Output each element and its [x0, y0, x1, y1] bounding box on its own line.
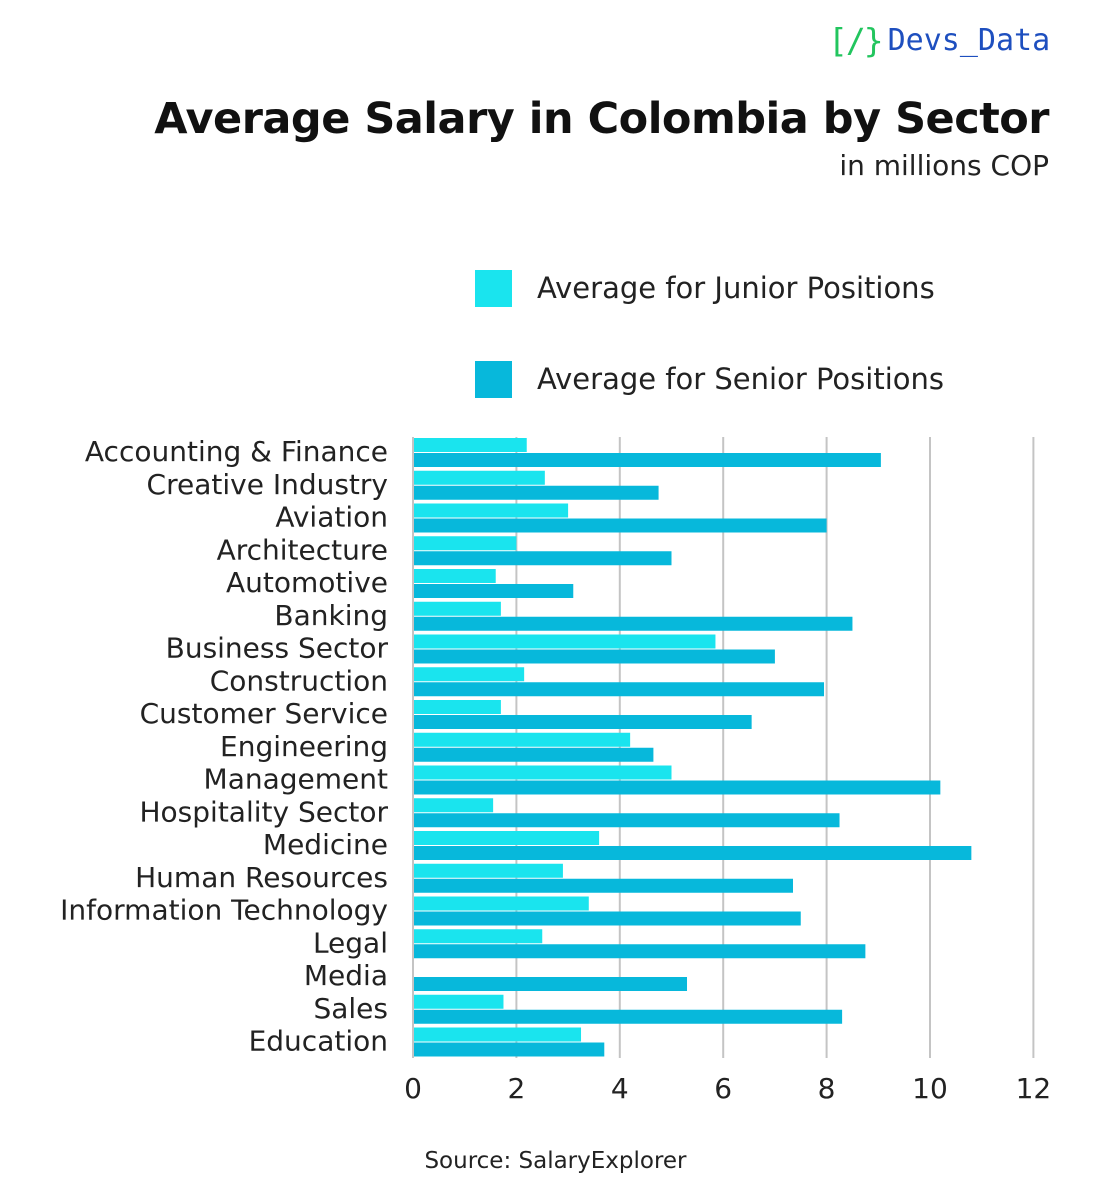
x-tick-label: 4: [611, 1072, 629, 1105]
category-label: Information Technology: [60, 894, 388, 927]
category-label: Banking: [274, 599, 388, 632]
category-label: Management: [204, 763, 388, 796]
category-label: Human Resources: [135, 861, 388, 894]
bar-junior-4: [413, 569, 496, 583]
legend-label-junior: Average for Junior Positions: [537, 271, 935, 305]
bar-junior-11: [413, 798, 494, 813]
category-label: Creative Industry: [147, 468, 388, 501]
bar-senior-17: [413, 1009, 843, 1024]
category-label: Hospitality Sector: [140, 795, 389, 828]
category-label: Architecture: [217, 533, 388, 566]
bar-senior-9: [413, 747, 654, 762]
bar-junior-13: [413, 863, 563, 878]
bar-senior-10: [413, 780, 941, 795]
legend-swatch-junior: [475, 269, 512, 307]
category-label: Media: [304, 959, 388, 992]
legend-label-senior: Average for Senior Positions: [537, 362, 944, 396]
bar-senior-1: [413, 485, 659, 500]
category-label: Medicine: [263, 828, 388, 861]
bar-junior-3: [413, 536, 517, 551]
bar-junior-7: [413, 667, 525, 682]
bar-senior-13: [413, 878, 793, 893]
category-label: Legal: [313, 926, 388, 959]
logo-bracket-icon: [/}: [828, 20, 884, 60]
bar-junior-12: [413, 831, 600, 845]
chart-subtitle: in millions COP: [839, 149, 1049, 182]
bar-junior-9: [413, 732, 631, 747]
bar-senior-7: [413, 682, 825, 697]
category-label: Sales: [313, 992, 388, 1025]
x-tick-label: 6: [714, 1072, 732, 1105]
category-label: Customer Service: [140, 697, 388, 730]
x-tick-label: 0: [404, 1072, 422, 1105]
bar-junior-1: [413, 470, 545, 485]
x-tick-label: 10: [912, 1072, 948, 1105]
bar-junior-15: [413, 929, 543, 944]
bar-junior-17: [413, 994, 504, 1009]
x-tick-label: 8: [818, 1072, 836, 1105]
bar-junior-5: [413, 601, 501, 616]
category-label: Engineering: [220, 730, 388, 763]
bar-junior-6: [413, 634, 716, 649]
bar-senior-2: [413, 518, 827, 533]
bar-senior-16: [413, 977, 688, 991]
bar-senior-4: [413, 584, 574, 598]
bar-junior-18: [413, 1027, 582, 1042]
bar-senior-3: [413, 551, 672, 566]
bar-senior-11: [413, 813, 840, 828]
category-label: Education: [249, 1025, 388, 1058]
x-tick-label: 12: [1016, 1072, 1052, 1105]
category-label: Accounting & Finance: [85, 435, 388, 468]
bar-junior-8: [413, 700, 501, 714]
bar-senior-12: [413, 846, 972, 860]
legend-swatch-senior: [475, 360, 512, 398]
bar-senior-14: [413, 911, 801, 926]
devs-data-logo: [/} Devs_Data: [828, 18, 1050, 62]
chart-title: Average Salary in Colombia by Sector: [154, 94, 1049, 144]
legend-item-senior: Average for Senior Positions: [475, 360, 944, 398]
bar-junior-10: [413, 765, 672, 780]
category-label: Business Sector: [166, 632, 389, 665]
logo-text: Devs_Data: [887, 22, 1051, 58]
source-note: Source: SalaryExplorer: [424, 1148, 687, 1174]
bar-junior-0: [413, 438, 527, 452]
bar-senior-6: [413, 649, 775, 664]
bar-senior-8: [413, 715, 752, 729]
category-label: Aviation: [275, 501, 388, 534]
bar-senior-15: [413, 944, 866, 959]
bar-senior-18: [413, 1042, 605, 1057]
legend-item-junior: Average for Junior Positions: [475, 269, 935, 307]
bar-senior-5: [413, 616, 853, 631]
bar-junior-14: [413, 896, 589, 911]
bar-junior-2: [413, 503, 569, 518]
category-label: Automotive: [226, 566, 388, 599]
category-label: Construction: [210, 664, 388, 697]
bar-senior-0: [413, 453, 881, 467]
x-tick-label: 2: [507, 1072, 525, 1105]
